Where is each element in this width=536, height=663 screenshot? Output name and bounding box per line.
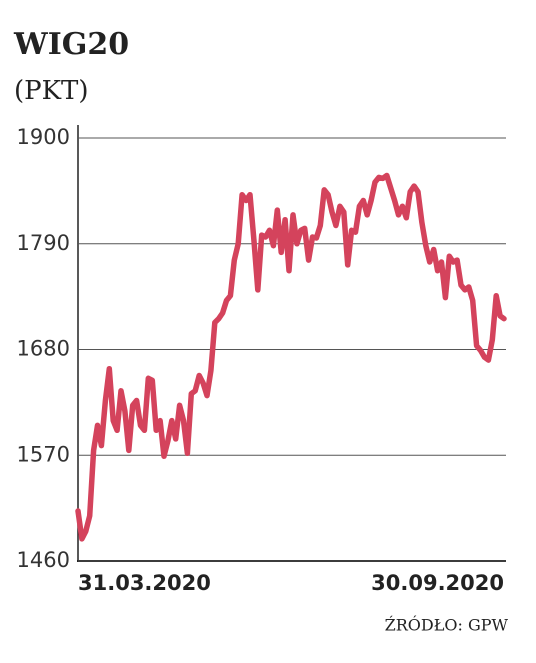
- y-tick-label: 1900: [17, 125, 70, 149]
- y-tick-label: 1790: [17, 231, 70, 255]
- chart-title: WIG20: [13, 27, 129, 62]
- y-tick-label: 1570: [17, 442, 70, 466]
- chart-subtitle: (PKT): [14, 76, 89, 106]
- source: ŹRÓDŁO: GPW: [385, 615, 509, 635]
- line: [75, 172, 507, 542]
- x-tick-label: 31.03.2020: [78, 571, 211, 595]
- y-tick-label: 1460: [17, 548, 70, 572]
- x-tick-label: 30.09.2020: [371, 571, 504, 595]
- y-tick-label: 1680: [17, 337, 70, 361]
